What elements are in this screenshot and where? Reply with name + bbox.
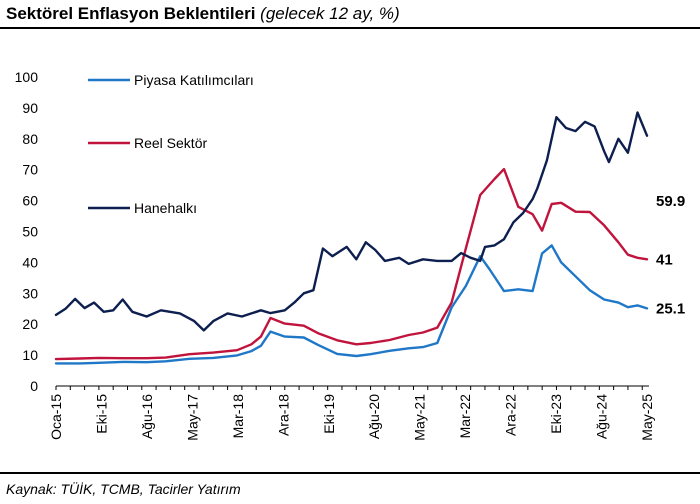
end-label-2: 41 xyxy=(656,251,673,268)
chart-axes: 0 10 20 30 40 50 60 70 80 90 100 Oca-15 Eki-15 Ağu-16… xyxy=(15,69,655,441)
series-line-3 xyxy=(54,111,649,332)
series-line-2 xyxy=(54,167,649,361)
y-tick-label: 60 xyxy=(22,193,38,209)
x-tick-label: Eki-19 xyxy=(321,394,337,434)
x-tick-label: Ara-18 xyxy=(275,394,291,436)
chart-title-main: Sektörel Enflasyon Beklentileri xyxy=(6,4,256,23)
series-line-1 xyxy=(54,244,649,365)
end-label-3: 59.9 xyxy=(656,193,685,210)
x-tick-label: Ara-22 xyxy=(503,394,519,436)
y-tick-label: 40 xyxy=(22,254,38,270)
y-tick-label: 30 xyxy=(22,285,38,301)
chart-series xyxy=(54,111,649,365)
y-tick-label: 70 xyxy=(22,162,38,178)
end-label-1: 25.1 xyxy=(656,300,685,317)
x-tick-label: Ağu-24 xyxy=(594,394,610,439)
x-tick-label: Mar-18 xyxy=(230,394,246,439)
y-tick-label: 100 xyxy=(15,69,39,85)
y-tick-label: 90 xyxy=(22,100,38,116)
chart-legend: Piyasa Katılımcıları Reel Sektör Hanehalkı xyxy=(88,72,254,216)
x-tick-label: Ağu-20 xyxy=(366,394,382,439)
y-tick-label: 50 xyxy=(22,224,38,240)
y-tick-label: 20 xyxy=(22,316,38,332)
source-note: Kaynak: TÜİK, TCMB, Tacirler Yatırım xyxy=(6,481,241,497)
x-tick-label: May-17 xyxy=(184,394,200,441)
x-tick-label: May-21 xyxy=(412,394,428,441)
x-tick-label: Oca-15 xyxy=(48,394,64,440)
y-tick-label: 10 xyxy=(22,347,38,363)
x-tick-label: Eki-15 xyxy=(93,394,109,434)
chart-title: Sektörel Enflasyon Beklentileri (gelecek… xyxy=(6,4,400,24)
top-rule xyxy=(0,27,700,29)
legend-label-2: Reel Sektör xyxy=(134,135,207,151)
chart-title-unit: (gelecek 12 ay, %) xyxy=(260,4,400,23)
x-tick-label: Ağu-16 xyxy=(139,394,155,439)
x-tick-label: Eki-23 xyxy=(548,394,564,434)
x-tick-label: May-25 xyxy=(639,394,655,441)
legend-label-1: Piyasa Katılımcıları xyxy=(134,72,254,88)
x-tick-label: Mar-22 xyxy=(457,394,473,439)
bottom-rule xyxy=(0,472,700,474)
y-tick-label: 0 xyxy=(30,378,38,394)
legend-label-3: Hanehalkı xyxy=(134,200,197,216)
y-tick-label: 80 xyxy=(22,131,38,147)
chart-end-labels: 25.1 41 59.9 xyxy=(656,193,685,317)
